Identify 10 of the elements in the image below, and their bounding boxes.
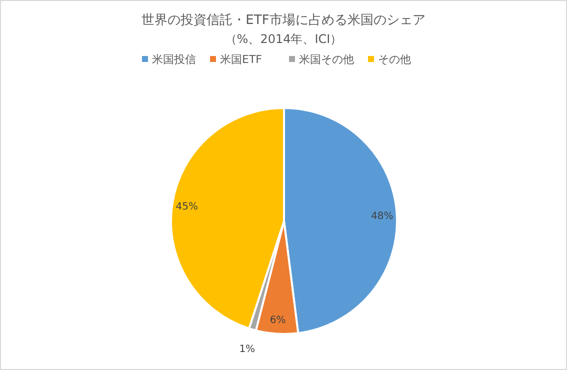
legend-label: 米国ETF [220, 53, 262, 66]
data-label: 1% [239, 344, 256, 355]
chart-subtitle: （%、2014年、ICI） [224, 32, 342, 46]
legend-label: その他 [378, 53, 411, 66]
legend-label: 米国投信 [152, 53, 196, 66]
data-label: 6% [270, 315, 286, 326]
legend-label: 米国その他 [299, 53, 354, 66]
data-label: 45% [176, 202, 198, 213]
data-label: 48% [371, 210, 394, 222]
chart-title: 世界の投資信託・ETF市場に占める米国のシェア [142, 13, 426, 28]
